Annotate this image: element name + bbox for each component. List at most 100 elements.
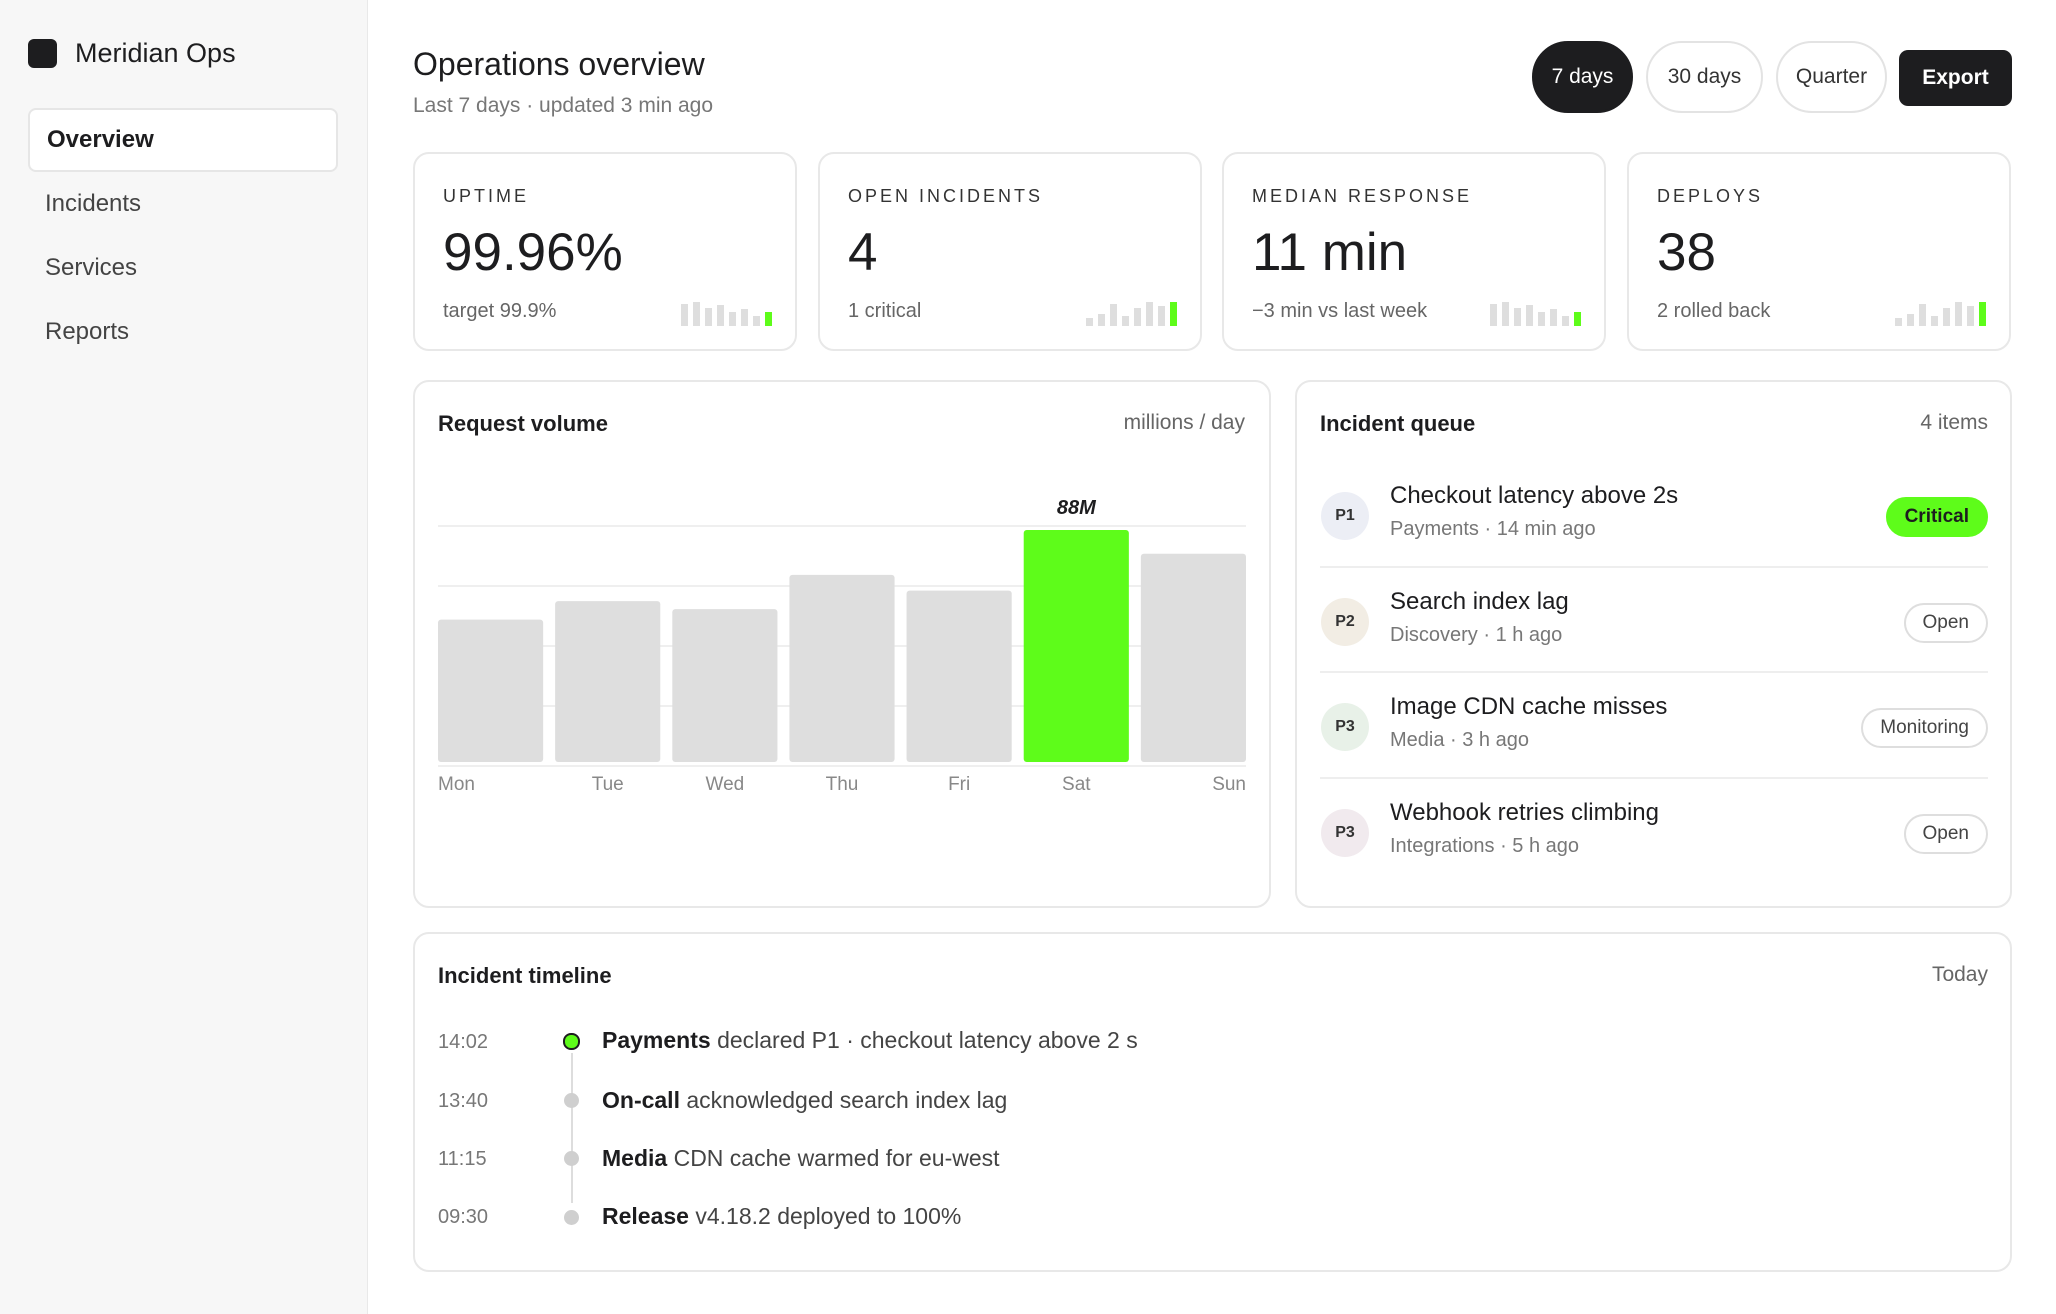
bar-thu[interactable] xyxy=(789,574,895,762)
bar-wed[interactable] xyxy=(672,609,778,762)
range-7-days-button[interactable]: 7 days xyxy=(1532,41,1633,113)
sidebar-item-label: Incidents xyxy=(45,190,142,217)
kpi-note: 2 rolled back xyxy=(1657,300,1771,322)
x-tick-label: Tue xyxy=(592,774,624,795)
status-badge: Open xyxy=(1903,603,1988,643)
kpi-note: target 99.9% xyxy=(443,300,557,322)
bar-data-label: 88M xyxy=(1057,497,1097,519)
divider xyxy=(1320,671,1988,673)
timeline-event-text: acknowledged search index lag xyxy=(686,1087,1008,1113)
sidebar: Meridian Ops Overview Incidents Services… xyxy=(0,0,368,1314)
incident-title: Image CDN cache misses xyxy=(1390,693,1668,720)
timeline-event-text: declared P1 · checkout latency above 2 s xyxy=(717,1027,1138,1053)
divider xyxy=(1320,566,1988,568)
export-button[interactable]: Export xyxy=(1899,50,2012,106)
kpi-note: 1 critical xyxy=(848,300,922,322)
kpi-card-open-incidents: OPEN INCIDENTS 4 1 critical xyxy=(818,152,1202,351)
priority-badge: P1 xyxy=(1321,492,1369,540)
status-badge: Monitoring xyxy=(1861,708,1988,748)
kpi-value: 4 xyxy=(848,223,878,282)
timeline-active-dot-icon xyxy=(563,1033,580,1050)
incident-queue-title: Incident queue xyxy=(1320,411,1476,436)
incident-row[interactable]: P1 Checkout latency above 2s Payments · … xyxy=(1320,460,1988,566)
bar-fri[interactable] xyxy=(906,590,1012,762)
request-volume-unit: millions / day xyxy=(1123,411,1245,434)
x-tick-label: Wed xyxy=(705,774,744,795)
incident-meta: Payments · 14 min ago xyxy=(1390,518,1596,540)
timeline-event[interactable]: Release v4.18.2 deployed to 100% xyxy=(602,1203,961,1230)
brand-logo-icon xyxy=(28,39,57,68)
bar-sun[interactable] xyxy=(1140,553,1246,762)
incident-timeline-title: Incident timeline xyxy=(438,963,612,988)
bar-mon[interactable] xyxy=(438,619,544,762)
incident-queue-count: 4 items xyxy=(1920,411,1988,434)
timeline-time: 09:30 xyxy=(438,1206,489,1228)
x-tick-label: Sun xyxy=(1212,774,1246,795)
bar-tue[interactable] xyxy=(555,601,661,762)
sidebar-item-label: Overview xyxy=(47,126,154,153)
timeline-actor: Release xyxy=(602,1203,689,1229)
incident-title: Search index lag xyxy=(1390,588,1569,615)
sparkline-icon xyxy=(681,302,772,326)
kpi-card-median-response: MEDIAN RESPONSE 11 min −3 min vs last we… xyxy=(1222,152,1606,351)
timeline-line xyxy=(571,1053,573,1203)
x-tick-label: Fri xyxy=(948,774,970,795)
range-30-days-button[interactable]: 30 days xyxy=(1646,41,1763,113)
incident-meta: Discovery · 1 h ago xyxy=(1390,624,1563,646)
timeline-event[interactable]: On-call acknowledged search index lag xyxy=(602,1087,1007,1114)
kpi-card-uptime: UPTIME 99.96% target 99.9% xyxy=(413,152,797,351)
incident-timeline-panel xyxy=(413,932,2012,1272)
incident-row[interactable]: P3 Image CDN cache misses Media · 3 h ag… xyxy=(1320,671,1988,777)
incident-row[interactable]: P2 Search index lag Discovery · 1 h ago … xyxy=(1320,566,1988,672)
timeline-event-text: v4.18.2 deployed to 100% xyxy=(695,1203,962,1229)
sidebar-item-label: Services xyxy=(45,254,138,281)
timeline-time: 14:02 xyxy=(438,1031,489,1053)
status-badge: Open xyxy=(1903,814,1988,854)
sidebar-item-incidents[interactable]: Incidents xyxy=(28,172,338,236)
request-volume-title: Request volume xyxy=(438,411,608,436)
x-tick-label: Sat xyxy=(1062,774,1091,795)
priority-badge: P3 xyxy=(1321,809,1369,857)
kpi-value: 38 xyxy=(1657,223,1716,282)
kpi-label: MEDIAN RESPONSE xyxy=(1252,186,1473,206)
x-tick-label: Mon xyxy=(438,774,475,795)
kpi-value: 99.96% xyxy=(443,223,623,282)
incident-timeline-period: Today xyxy=(1931,963,1988,986)
range-quarter-button[interactable]: Quarter xyxy=(1776,41,1887,113)
timeline-actor: Payments xyxy=(602,1027,711,1053)
incident-meta: Media · 3 h ago xyxy=(1390,729,1529,751)
incident-title: Webhook retries climbing xyxy=(1390,799,1660,826)
timeline-dot-icon xyxy=(564,1093,579,1108)
bar-sat[interactable] xyxy=(1023,530,1129,762)
timeline-event-text: CDN cache warmed for eu-west xyxy=(673,1145,1000,1171)
page-title: Operations overview xyxy=(413,46,705,82)
kpi-value: 11 min xyxy=(1252,223,1408,282)
kpi-card-deploys: DEPLOYS 38 2 rolled back xyxy=(1627,152,2011,351)
timeline-dot-icon xyxy=(564,1151,579,1166)
sidebar-item-services[interactable]: Services xyxy=(28,236,338,300)
sidebar-item-reports[interactable]: Reports xyxy=(28,300,338,364)
kpi-note: −3 min vs last week xyxy=(1252,300,1428,322)
timeline-event[interactable]: Payments declared P1 · checkout latency … xyxy=(602,1027,1138,1054)
chart-x-labels: Mon Tue Wed Thu Fri Sat Sun xyxy=(438,774,1246,795)
timeline-actor: On-call xyxy=(602,1087,680,1113)
sidebar-item-overview[interactable]: Overview xyxy=(28,108,338,172)
incident-meta: Integrations · 5 h ago xyxy=(1390,835,1580,857)
status-badge: Critical xyxy=(1885,497,1988,537)
timeline-dot-icon xyxy=(564,1210,579,1225)
timeline-actor: Media xyxy=(602,1145,668,1171)
chart-bars xyxy=(438,530,1246,762)
sparkline-icon xyxy=(1895,302,1986,326)
timeline-event[interactable]: Media CDN cache warmed for eu-west xyxy=(602,1145,1000,1172)
sidebar-item-label: Reports xyxy=(45,318,130,345)
kpi-label: UPTIME xyxy=(443,186,530,206)
brand[interactable]: Meridian Ops xyxy=(28,38,236,69)
sparkline-icon xyxy=(1490,302,1581,326)
timeline-time: 11:15 xyxy=(438,1148,487,1170)
request-volume-chart: Mon Tue Wed Thu Fri Sat Sun 88M xyxy=(438,497,1246,795)
sparkline-icon xyxy=(1086,302,1177,326)
incident-queue-panel xyxy=(1295,380,2012,908)
divider xyxy=(1320,777,1988,779)
incident-row[interactable]: P3 Webhook retries climbing Integrations… xyxy=(1320,777,1988,883)
kpi-label: OPEN INCIDENTS xyxy=(848,186,1044,206)
